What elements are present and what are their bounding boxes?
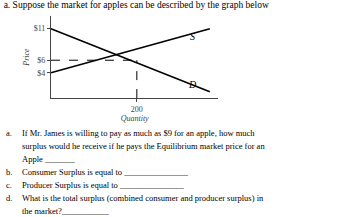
svg-text:a. Suppose the market for appl: a. Suppose the market for apples can be …	[4, 0, 269, 10]
svg-text:Producer Surplus is equal to _: Producer Surplus is equal to ___________…	[22, 180, 184, 190]
svg-text:surplus would he receive if he: surplus would he receive if he pays the …	[22, 141, 265, 151]
svg-text:Quantity: Quantity	[121, 114, 149, 123]
svg-text:c.: c.	[6, 180, 12, 190]
svg-text:$6: $6	[37, 56, 45, 65]
svg-text:What is the total surplus (com: What is the total surplus (combined cons…	[22, 193, 264, 203]
svg-text:Price: Price	[22, 48, 31, 67]
svg-text:S: S	[190, 31, 195, 42]
svg-text:$4: $4	[37, 69, 45, 78]
svg-text:a.: a.	[6, 128, 12, 138]
svg-text:D: D	[188, 79, 197, 90]
svg-text:Consumer Surplus is equal to _: Consumer Surplus is equal to ___________…	[22, 167, 189, 177]
svg-text:b.: b.	[6, 167, 12, 177]
svg-text:$11: $11	[34, 24, 46, 33]
svg-text:d.: d.	[6, 193, 12, 203]
svg-text:If Mr. James is willing to pay: If Mr. James is willing to pay as much a…	[22, 128, 255, 138]
svg-text:Apple _______: Apple _______	[22, 154, 75, 164]
svg-text:200: 200	[131, 105, 143, 114]
svg-text:the market?___________: the market?___________	[22, 206, 109, 216]
